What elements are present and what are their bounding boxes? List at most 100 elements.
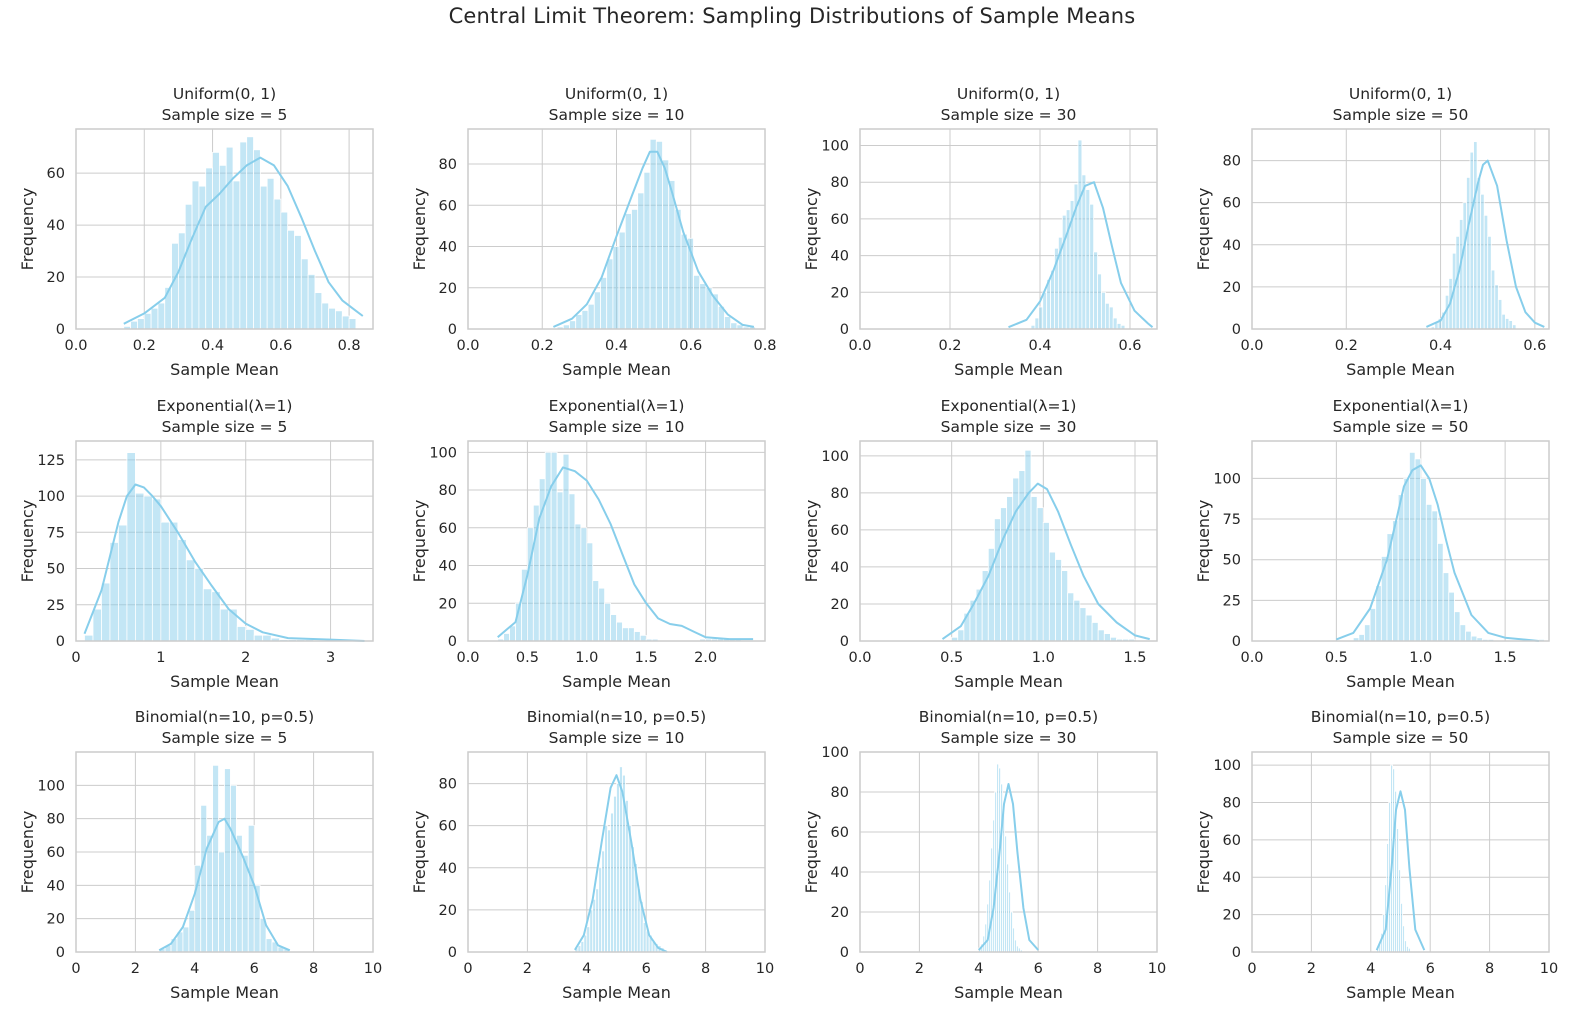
subplot-0: 0.0 0.2 0.4 0.6 0.8 0 20 40 60 Uniform(0, 1) Sampl… [18, 85, 374, 379]
histogram-bar [1414, 458, 1422, 642]
histogram-bar [1425, 504, 1433, 642]
subplot-subtitle: Sample size = 10 [549, 418, 685, 436]
y-axis-label: Frequency [802, 188, 821, 271]
subplot-1: 0.0 0.2 0.4 0.6 0.8 0 20 40 60 80 Uniform(0, 1) Sam… [410, 85, 777, 379]
y-tick-label: 20 [1223, 908, 1241, 924]
kde-curve [1008, 181, 1154, 329]
histogram-bar [1091, 622, 1099, 642]
y-tick-label: 75 [47, 525, 65, 541]
y-tick-label: 60 [439, 819, 457, 835]
x-axis-label: Sample Mean [170, 360, 279, 379]
y-axis-label: Frequency [802, 500, 821, 583]
x-tick-label: 4 [974, 961, 983, 977]
histogram-bar [1030, 496, 1038, 642]
histogram-bar [509, 625, 516, 642]
y-tick-label: 0 [448, 634, 457, 650]
x-tick-label: 2 [241, 650, 250, 666]
y-tick-label: 20 [439, 596, 457, 612]
x-tick-label: 6 [250, 961, 259, 977]
histogram-bar [1103, 633, 1111, 642]
x-tick-label: 0 [855, 961, 864, 977]
histogram-bar [1420, 477, 1427, 642]
histogram-bar [1079, 607, 1087, 642]
subplot-3: 0.0 0.2 0.4 0.6 0 20 40 60 80 Uniform(0, 1) Sample… [1194, 85, 1550, 379]
histogram-bar [610, 812, 614, 953]
y-tick-label: 80 [439, 483, 457, 499]
histogram-bar [604, 825, 608, 953]
histogram-bar [616, 783, 620, 953]
histogram-bar [1392, 520, 1399, 642]
histogram-bar [637, 192, 645, 330]
y-tick-label: 100 [821, 139, 849, 155]
subplot-subtitle: Sample size = 5 [162, 106, 288, 124]
histogram-bar [1364, 624, 1371, 642]
y-tick-label: 80 [831, 785, 849, 801]
x-tick-label: 0.2 [938, 338, 961, 354]
axes-frame [467, 440, 766, 642]
x-tick-label: 0.6 [1118, 338, 1141, 354]
histogram-bar [601, 850, 606, 953]
x-tick-label: 0.0 [456, 650, 479, 666]
y-axis-label: Frequency [18, 500, 37, 583]
x-tick-label: 6 [642, 961, 651, 977]
histogram-bar [321, 302, 330, 330]
histogram-bar [259, 185, 268, 330]
histogram-bar [674, 209, 682, 330]
histogram-bar [595, 888, 600, 953]
histogram-bar [224, 768, 231, 953]
kde-curve [158, 817, 291, 952]
y-tick-label: 100 [821, 449, 849, 465]
histogram-bar [1466, 177, 1471, 330]
histogram-bar [212, 151, 220, 330]
histogram-bar [1089, 203, 1095, 330]
histogram-bar [151, 498, 162, 642]
histogram-bar [642, 922, 647, 953]
histogram-bar [253, 149, 261, 330]
histogram-bar [622, 627, 629, 642]
histogram-bar [168, 521, 179, 642]
histogram-bar [1101, 291, 1106, 330]
y-tick-label: 60 [439, 198, 457, 214]
histogram-bar [1494, 284, 1499, 330]
histogram-bar [562, 453, 570, 642]
x-tick-label: 0.0 [1240, 338, 1263, 354]
x-axis-label: Sample Mean [1346, 672, 1455, 691]
histogram-bar [1085, 189, 1091, 330]
x-tick-label: 0.0 [1240, 650, 1263, 666]
histogram-bar [1487, 235, 1492, 330]
kde-curve [497, 466, 754, 641]
histogram-bar [118, 524, 128, 642]
histogram-bar [631, 209, 639, 330]
x-tick-label: 2 [523, 961, 532, 977]
subplot-title: Uniform(0, 1) [173, 85, 276, 103]
histogram-bar [598, 867, 603, 953]
subplot-title: Uniform(0, 1) [565, 85, 668, 103]
histogram-bar [225, 146, 234, 330]
subplot-subtitle: Sample size = 30 [941, 418, 1077, 436]
subplot-subtitle: Sample size = 30 [941, 106, 1077, 124]
histogram-bar [616, 621, 623, 642]
histogram-bar [668, 180, 676, 330]
x-tick-label: 4 [190, 961, 199, 977]
histogram-bar [1508, 320, 1513, 330]
x-axis-label: Sample Mean [562, 672, 671, 691]
y-tick-label: 0 [840, 945, 849, 961]
histogram-bar [1459, 219, 1464, 330]
histogram-bar [219, 608, 230, 642]
kde-curve [1375, 790, 1426, 951]
kde-curve [552, 150, 755, 328]
x-tick-label: 0.0 [456, 338, 479, 354]
x-tick-label: 1.0 [575, 650, 598, 666]
histogram-bar [1459, 624, 1467, 642]
histogram-bar [592, 898, 597, 953]
histogram-bar [587, 303, 595, 330]
histogram-bar [600, 277, 608, 330]
histogram-bar [287, 229, 295, 330]
kde-curve [1336, 464, 1539, 642]
histogram-bar [294, 235, 302, 330]
histogram-bar [262, 634, 272, 642]
histogram-bar [1108, 306, 1114, 330]
y-tick-label: 40 [47, 218, 65, 234]
histogram-bar [1497, 299, 1503, 330]
y-tick-label: 80 [439, 157, 457, 173]
